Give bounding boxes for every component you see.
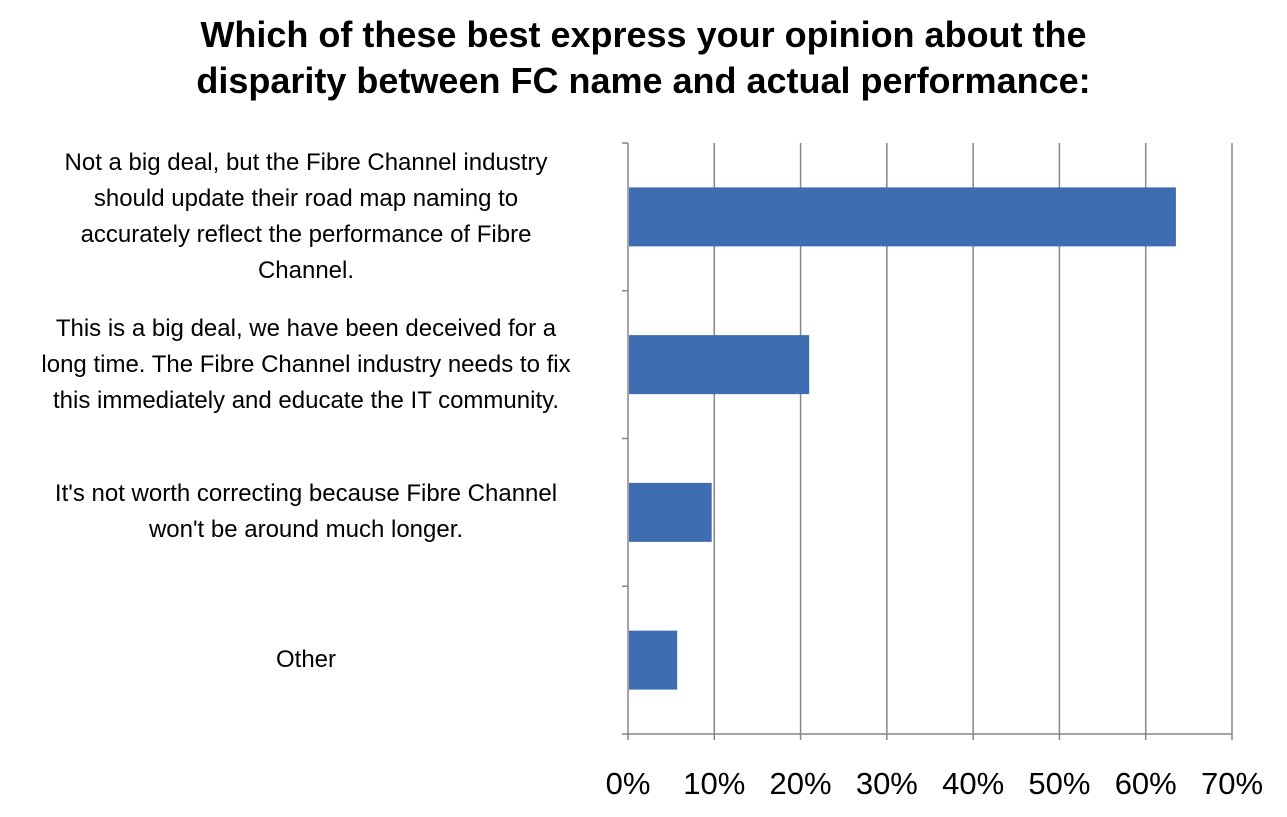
- x-tick-label: 50%: [1028, 766, 1090, 801]
- category-label-2: This is a big deal, we have been deceive…: [11, 311, 601, 419]
- x-tick-label: 10%: [683, 766, 745, 801]
- chart-title: Which of these best express your opinion…: [0, 12, 1287, 104]
- bar-3: [629, 482, 712, 542]
- category-label-line: accurately reflect the performance of Fi…: [80, 220, 532, 248]
- category-label-line: This is a big deal, we have been deceive…: [55, 314, 557, 342]
- x-tick-label: 0%: [606, 766, 651, 801]
- category-label-line: Other: [275, 646, 337, 674]
- chart-title-line-2: disparity between FC name and actual per…: [196, 60, 1091, 101]
- category-label-4: Other: [11, 642, 601, 678]
- bar-1: [629, 187, 1176, 247]
- category-label-line: should update their road map naming to: [93, 184, 519, 212]
- category-label-3: It's not worth correcting because Fibre …: [11, 476, 601, 548]
- x-tick-label: 60%: [1115, 766, 1177, 801]
- category-label-line: Not a big deal, but the Fibre Channel in…: [64, 148, 548, 176]
- chart-title-line-1: Which of these best express your opinion…: [200, 14, 1087, 55]
- x-tick-label: 70%: [1201, 766, 1263, 801]
- x-tick-label: 20%: [770, 766, 832, 801]
- bar-4: [629, 630, 678, 690]
- x-tick-label: 30%: [856, 766, 918, 801]
- bar-2: [629, 335, 810, 395]
- category-label-line: won't be around much longer.: [148, 516, 464, 544]
- category-label-line: It's not worth correcting because Fibre …: [54, 480, 558, 508]
- category-label-line: Channel.: [257, 256, 355, 284]
- category-label-1: Not a big deal, but the Fibre Channel in…: [11, 145, 601, 289]
- category-label-line: this immediately and educate the IT comm…: [52, 386, 559, 414]
- category-label-line: long time. The Fibre Channel industry ne…: [41, 350, 571, 378]
- x-tick-label: 40%: [942, 766, 1004, 801]
